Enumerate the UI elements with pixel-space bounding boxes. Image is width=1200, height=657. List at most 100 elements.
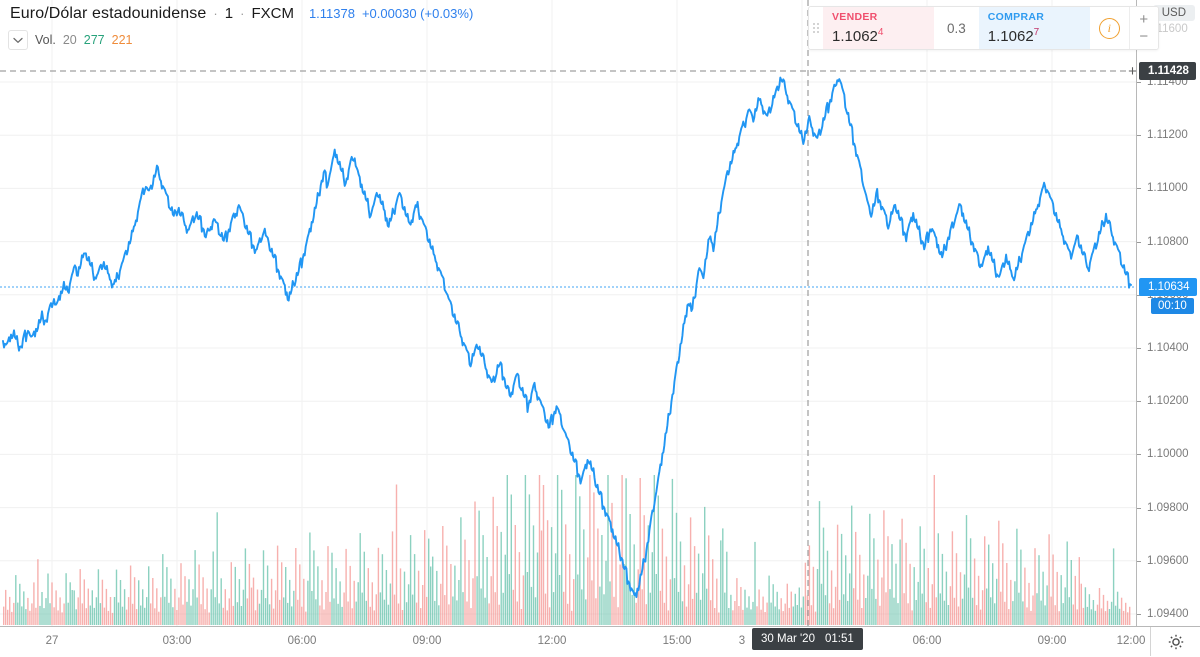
volume-bar bbox=[986, 588, 988, 625]
volume-bar bbox=[941, 553, 944, 625]
volume-bar bbox=[619, 564, 621, 625]
volume-bar bbox=[57, 610, 59, 625]
exchange-label[interactable]: FXCM bbox=[251, 5, 294, 22]
volume-bar bbox=[929, 607, 931, 625]
volume-bar bbox=[554, 553, 557, 625]
volume-bar bbox=[297, 599, 299, 625]
chart-plot-area[interactable] bbox=[0, 0, 1136, 626]
volume-bar bbox=[1082, 607, 1085, 625]
volume-bar bbox=[498, 604, 500, 625]
volume-bar bbox=[103, 607, 106, 625]
volume-bar bbox=[996, 578, 998, 625]
volume-bar bbox=[885, 592, 887, 625]
volume-bar bbox=[667, 610, 670, 625]
header-separator-2: · bbox=[240, 6, 245, 21]
volume-bar bbox=[927, 568, 929, 625]
volume-bar bbox=[1070, 560, 1072, 625]
drag-handle-icon[interactable] bbox=[809, 7, 823, 49]
volume-bar bbox=[587, 557, 589, 625]
volume-bar bbox=[478, 510, 480, 625]
volume-bar bbox=[63, 603, 65, 625]
volume-bar bbox=[992, 563, 994, 625]
volume-bar bbox=[609, 581, 611, 625]
volume-bar bbox=[81, 603, 83, 625]
volume-bar bbox=[299, 564, 301, 625]
volume-bar bbox=[822, 527, 825, 625]
volume-bar bbox=[87, 588, 89, 625]
volume-bar bbox=[877, 559, 879, 625]
volume-bar bbox=[420, 608, 422, 625]
volume-bar bbox=[969, 538, 972, 625]
volume-bar bbox=[264, 598, 267, 625]
volume-bar bbox=[1026, 607, 1028, 625]
volume-bar bbox=[706, 588, 708, 625]
volume-bar bbox=[411, 594, 414, 625]
volume-bar bbox=[1054, 605, 1056, 625]
volume-bar bbox=[931, 584, 933, 625]
decrease-button[interactable]: − bbox=[1139, 28, 1149, 45]
volume-bar bbox=[820, 583, 823, 625]
volume-bar bbox=[583, 529, 585, 625]
volume-bar bbox=[514, 525, 516, 625]
volume-bars bbox=[3, 475, 1131, 625]
volume-bar bbox=[1076, 609, 1078, 625]
volume-bar bbox=[91, 590, 93, 625]
info-icon-wrapper[interactable]: i bbox=[1089, 7, 1129, 49]
volume-legend-title: Vol. bbox=[35, 33, 56, 47]
volume-bar bbox=[3, 606, 5, 625]
volume-bar bbox=[561, 489, 563, 625]
volume-bar bbox=[274, 590, 277, 625]
chart-header: Euro/Dólar estadounidense · 1 · FXCM 1.1… bbox=[10, 5, 473, 23]
volume-bar bbox=[911, 610, 913, 625]
volume-bar bbox=[482, 535, 484, 625]
volume-bar bbox=[611, 502, 613, 625]
volume-bar bbox=[210, 589, 212, 625]
volume-bar bbox=[154, 608, 156, 625]
info-icon: i bbox=[1098, 17, 1120, 39]
volume-bar bbox=[1044, 605, 1046, 625]
volume-bar bbox=[33, 582, 35, 625]
volume-bar bbox=[266, 565, 269, 625]
volume-bar bbox=[13, 602, 15, 625]
volume-bar bbox=[399, 568, 402, 625]
volume-bar bbox=[59, 597, 61, 625]
volume-bar bbox=[681, 601, 684, 625]
volume-bar bbox=[645, 604, 647, 625]
sell-button[interactable]: VENDER 1.10624 bbox=[823, 7, 934, 49]
chart-canvas[interactable] bbox=[0, 0, 1136, 626]
volume-bar bbox=[55, 590, 57, 625]
volume-bar bbox=[71, 590, 73, 625]
interval-label[interactable]: 1 bbox=[224, 5, 234, 22]
volume-bar bbox=[77, 597, 79, 625]
volume-bar bbox=[720, 540, 722, 625]
volume-bar bbox=[492, 496, 494, 625]
volume-bar bbox=[79, 569, 81, 625]
volume-bar bbox=[639, 478, 641, 625]
volume-bar bbox=[593, 492, 595, 625]
volume-bar bbox=[808, 545, 811, 625]
volume-bar bbox=[432, 556, 434, 625]
volume-bar bbox=[605, 560, 607, 625]
volume-bar bbox=[661, 528, 664, 625]
volume-bar bbox=[925, 602, 927, 625]
buy-button[interactable]: COMPRAR 1.10627 bbox=[978, 7, 1090, 49]
time-axis[interactable]: 2703:0006:0009:0012:0015:0018:0006:0009:… bbox=[0, 626, 1200, 657]
volume-bar bbox=[196, 597, 198, 625]
volume-bar bbox=[522, 575, 525, 625]
price-change: +0.00030 (+0.03%) bbox=[361, 6, 474, 21]
volume-bar bbox=[550, 527, 553, 625]
chart-settings-button[interactable] bbox=[1150, 627, 1200, 656]
volume-bar bbox=[734, 601, 736, 625]
volume-bar bbox=[776, 591, 778, 625]
volume-bar bbox=[486, 557, 488, 625]
volume-bar bbox=[714, 608, 716, 625]
volume-bar bbox=[194, 550, 196, 625]
increase-button[interactable]: + bbox=[1139, 11, 1149, 28]
volume-bar bbox=[736, 578, 738, 625]
crosshair-price-badge: 1.11428 bbox=[1139, 62, 1196, 80]
symbol-title[interactable]: Euro/Dólar estadounidense bbox=[10, 5, 207, 22]
volume-bar bbox=[1088, 594, 1091, 625]
chevron-down-icon[interactable] bbox=[8, 30, 28, 50]
volume-bar bbox=[21, 606, 23, 625]
